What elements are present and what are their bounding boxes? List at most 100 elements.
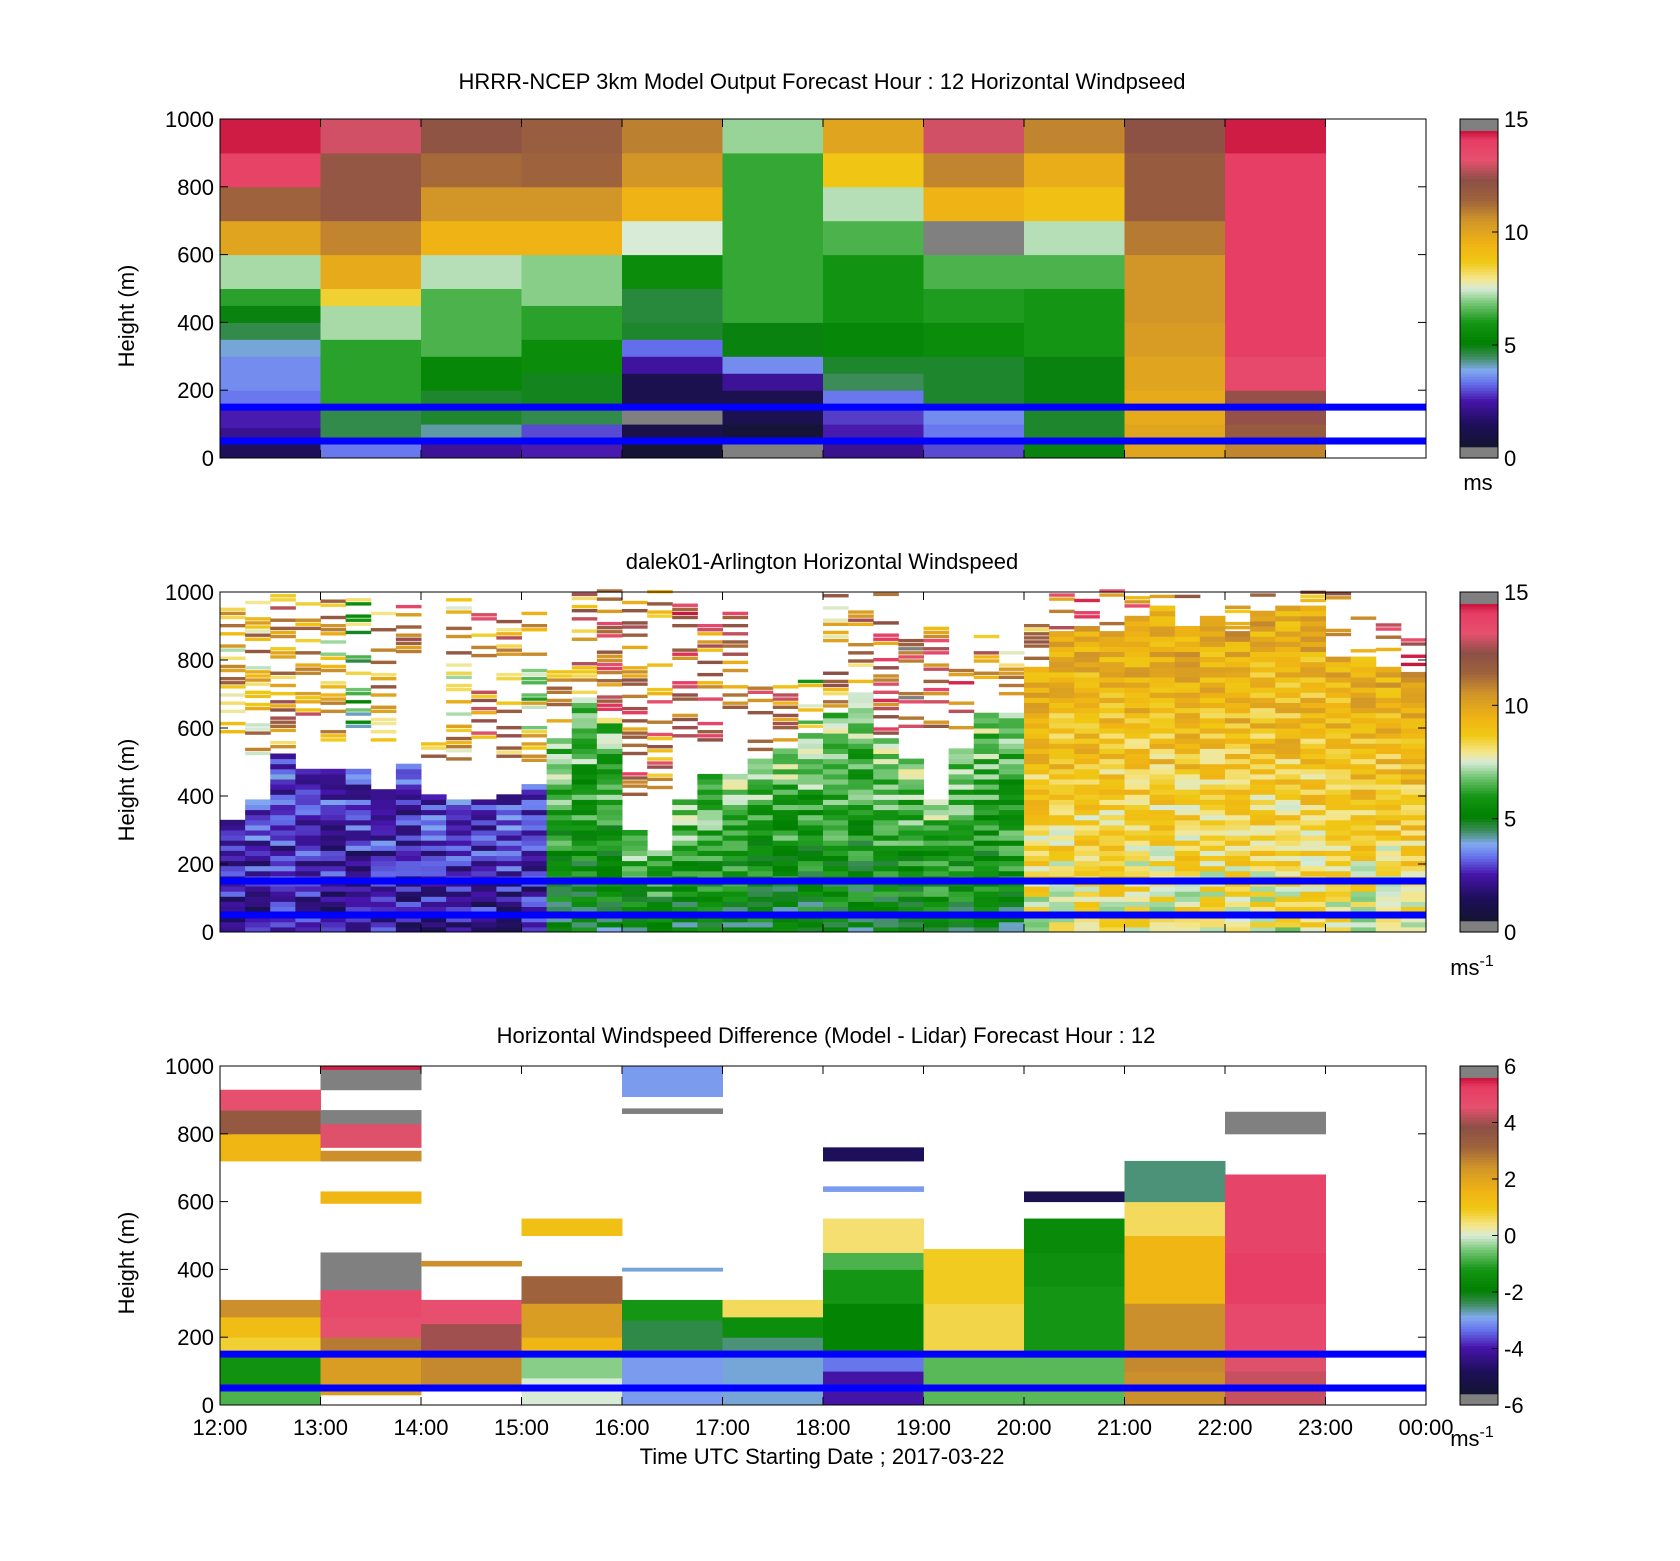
heatmap-cell <box>1325 906 1352 913</box>
heatmap-cell <box>521 819 548 826</box>
heatmap-cell <box>1124 830 1151 836</box>
heatmap-cell <box>320 709 347 714</box>
heatmap-cell <box>1149 671 1176 678</box>
colorbar-swatch <box>1460 1280 1498 1285</box>
heatmap-cell <box>823 671 849 675</box>
heatmap-cell <box>1350 916 1377 923</box>
heatmap-cell <box>1049 855 1075 862</box>
heatmap-cell <box>1400 891 1427 897</box>
heatmap-cell <box>672 725 698 730</box>
heatmap-cell <box>320 1289 422 1318</box>
heatmap-cell <box>672 814 698 821</box>
heatmap-cell <box>772 926 799 933</box>
heatmap-cell <box>998 860 1025 867</box>
heatmap-cell <box>596 906 623 913</box>
colorbar-swatch <box>1460 376 1498 380</box>
heatmap-cell <box>848 799 874 805</box>
colorbar-tick-label: 10 <box>1504 220 1528 245</box>
heatmap-cell <box>1024 682 1050 688</box>
colorbar-swatch <box>1460 288 1498 292</box>
heatmap-cell <box>647 720 673 724</box>
heatmap-cell <box>345 804 372 811</box>
heatmap-cell <box>1375 830 1402 836</box>
colorbar-swatch <box>1460 296 1498 301</box>
heatmap-cell <box>823 722 849 729</box>
heatmap-cell <box>898 921 924 928</box>
heatmap-cell <box>772 824 799 831</box>
heatmap-cell <box>245 830 271 836</box>
heatmap-cell <box>1250 850 1276 856</box>
colorbar-swatch <box>1460 827 1498 831</box>
heatmap-cell <box>1325 748 1352 754</box>
colorbar-swatch <box>1460 1351 1498 1355</box>
heatmap-cell <box>1250 906 1276 913</box>
heatmap-cell <box>1300 860 1326 867</box>
colorbar-swatch <box>1460 1207 1498 1211</box>
heatmap-cell <box>1250 901 1276 907</box>
heatmap-cell <box>848 840 874 846</box>
heatmap-cell <box>1199 926 1226 933</box>
heatmap-cell <box>1350 702 1377 709</box>
heatmap-cell <box>823 704 849 708</box>
colorbar-swatch <box>1460 429 1498 434</box>
colorbar-swatch <box>1460 1130 1498 1135</box>
heatmap-cell <box>1149 809 1176 816</box>
heatmap-cell <box>596 830 623 836</box>
heatmap-cell <box>672 891 698 897</box>
heatmap-cell <box>395 789 422 795</box>
heatmap-cell <box>1099 901 1125 907</box>
colorbar-swatch <box>1460 1099 1498 1104</box>
heatmap-cell <box>722 660 749 665</box>
heatmap-cell <box>295 779 321 785</box>
heatmap-cell <box>923 634 950 639</box>
heatmap-cell <box>320 730 347 734</box>
heatmap-cell <box>295 840 321 846</box>
heatmap-cell <box>1375 763 1402 770</box>
colorbar-swatch <box>1460 787 1498 791</box>
heatmap-cell <box>722 652 749 656</box>
heatmap-cell <box>873 748 899 754</box>
colorbar-swatch <box>1460 1097 1498 1101</box>
heatmap-cell <box>823 254 924 323</box>
heatmap-cell <box>370 717 397 722</box>
colorbar-swatch <box>1460 183 1498 188</box>
heatmap-cell <box>1074 855 1100 862</box>
heatmap-cell <box>345 708 372 712</box>
heatmap-cell <box>245 901 271 907</box>
colorbar-swatch <box>1460 798 1498 803</box>
heatmap-cell <box>446 916 472 923</box>
heatmap-cell <box>772 921 799 928</box>
heatmap-cell <box>370 840 397 846</box>
heatmap-cell <box>722 850 749 856</box>
colorbar-swatch <box>1460 1354 1498 1358</box>
heatmap-cell <box>998 722 1025 729</box>
heatmap-cell <box>772 717 799 722</box>
heatmap-cell <box>521 789 548 795</box>
x-ticks: 12:00 13:00 14:00 15:00 16:00 17:00 18:00 19:00… <box>192 1066 1454 1440</box>
heatmap-cell <box>948 794 975 800</box>
heatmap-cell <box>421 220 522 256</box>
heatmap-cell <box>1124 1303 1226 1355</box>
heatmap-cell <box>797 850 824 856</box>
heatmap-cell <box>220 668 246 673</box>
heatmap-cell <box>998 691 1025 696</box>
heatmap-cell <box>697 921 723 928</box>
heatmap-cell <box>521 677 548 681</box>
heatmap-cell <box>1199 870 1226 877</box>
heatmap-cell <box>1124 697 1151 703</box>
heatmap-cell <box>1049 656 1075 663</box>
heatmap-cell <box>797 865 824 872</box>
colorbar-swatch <box>1460 648 1498 653</box>
heatmap-cell <box>923 724 950 728</box>
y-tick-label: 1000 <box>165 580 214 605</box>
heatmap-cell <box>1400 682 1427 688</box>
heatmap-cell <box>1024 768 1050 775</box>
colorbar-swatch <box>1460 294 1498 298</box>
heatmap-cell <box>320 693 347 697</box>
heatmap-cell <box>320 886 347 892</box>
colorbar-swatch <box>1460 347 1498 352</box>
heatmap-cell <box>345 855 372 862</box>
colorbar-swatch <box>1460 1359 1498 1364</box>
heatmap-cell <box>722 685 749 689</box>
colorbar-swatch <box>1460 1283 1498 1287</box>
